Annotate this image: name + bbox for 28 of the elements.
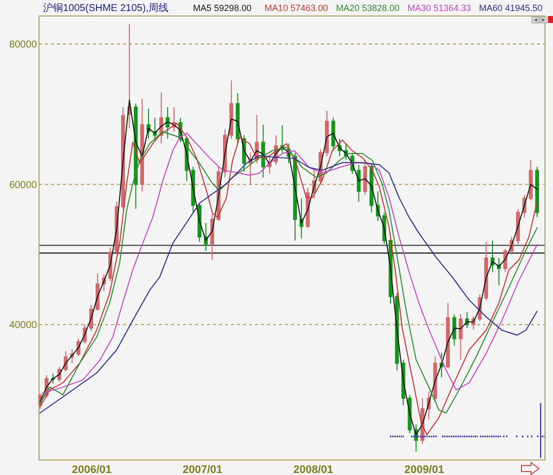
x-tick-label: 2009/01 — [404, 464, 444, 475]
x-tick-label: 2006/01 — [72, 464, 112, 475]
text: MA20 53828.00 — [336, 3, 400, 13]
y-tick-label: 40000 — [9, 320, 38, 332]
y-tick-label: 80000 — [9, 40, 38, 51]
text: MA60 41945.50 — [479, 3, 543, 13]
candlestick — [484, 241, 488, 301]
candlestick — [458, 314, 463, 360]
candlestick — [324, 110, 329, 157]
chart-title: 沪铜1005(SHME 2105),周线 — [43, 2, 169, 14]
candlestick — [127, 24, 132, 129]
candlestick — [166, 106, 170, 140]
x-tick-label: 2007/01 — [182, 464, 222, 475]
candlestick — [516, 208, 520, 244]
candlestick — [356, 164, 361, 202]
text: MA10 57463.00 — [264, 3, 328, 13]
candlestick — [496, 257, 501, 286]
text: MA5 59298.00 — [193, 3, 252, 13]
text: MA30 51364.33 — [408, 3, 472, 13]
y-tick-label: 60000 — [9, 180, 38, 191]
x-tick-label: 2008/01 — [293, 464, 334, 475]
candlestick — [452, 314, 456, 346]
candlestick — [446, 302, 450, 369]
candlestick — [51, 373, 55, 384]
candlestick — [363, 159, 368, 196]
candlestick — [229, 80, 234, 140]
candlestick — [535, 166, 540, 218]
candlestick — [140, 98, 144, 192]
